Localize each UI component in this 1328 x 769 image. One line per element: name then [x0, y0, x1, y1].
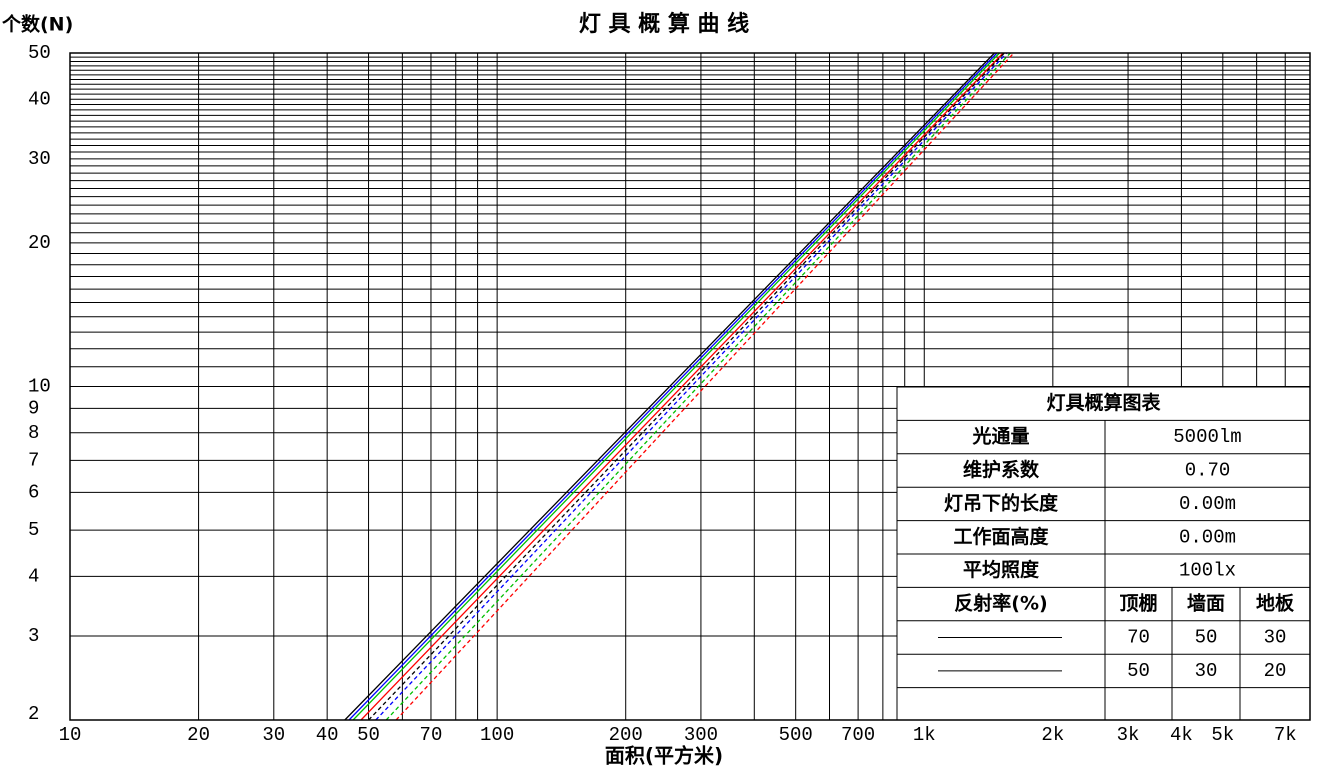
x-axis-label: 面积(平方米) [605, 744, 723, 768]
y-axis-label: 个数(N) [1, 13, 73, 36]
x-tick-label: 40 [316, 724, 339, 746]
x-tick-label: 20 [187, 724, 210, 746]
x-tick-label: 50 [357, 724, 380, 746]
table-value: 5000lm [1173, 426, 1241, 448]
table-label: 维护系数 [963, 458, 1040, 481]
table-label: 灯吊下的长度 [944, 491, 1059, 514]
table-value: 50 [1127, 660, 1150, 682]
table-value: 30 [1195, 660, 1218, 682]
series-line [385, 52, 1011, 721]
table-label: 工作面高度 [953, 525, 1049, 548]
table-label: 光通量 [971, 425, 1029, 448]
x-tick-label: 5k [1211, 724, 1234, 746]
x-tick-label: 10 [59, 724, 82, 746]
table-value: 20 [1264, 660, 1287, 682]
x-tick-label: 300 [684, 724, 718, 746]
series-line [395, 52, 1015, 721]
series-line [352, 52, 1000, 721]
y-tick-label: 4 [28, 565, 39, 587]
x-tick-label: 2k [1041, 724, 1064, 746]
x-tick-label: 200 [609, 724, 643, 746]
table-value: 70 [1127, 627, 1150, 649]
x-tick-label: 30 [262, 724, 285, 746]
y-tick-label: 7 [28, 449, 39, 471]
table-value: 50 [1195, 627, 1218, 649]
y-tick-label: 30 [28, 148, 51, 170]
y-tick-label: 8 [28, 422, 39, 444]
x-tick-label: 700 [841, 724, 875, 746]
y-tick-label: 40 [28, 88, 51, 110]
table-label: 反射率(%) [954, 592, 1047, 615]
plot-frame [69, 52, 1311, 721]
x-tick-label: 3k [1117, 724, 1140, 746]
table-value: 0.00m [1179, 526, 1236, 548]
x-tick-label: 1k [913, 724, 936, 746]
y-tick-label: 10 [28, 376, 51, 398]
chart-title: 灯 具 概 算 曲 线 [579, 11, 749, 37]
table-title: 灯具概算图表 [1046, 391, 1161, 414]
x-tick-label: 500 [779, 724, 813, 746]
series-line [375, 52, 1008, 721]
table-value: 0.70 [1185, 460, 1231, 482]
series-line [360, 52, 1004, 721]
table-value: 0.00m [1179, 493, 1236, 515]
y-tick-label: 6 [28, 481, 39, 503]
table-header: 顶棚 [1119, 592, 1157, 615]
table-label: 平均照度 [963, 558, 1040, 581]
table-header: 地板 [1256, 592, 1295, 615]
y-tick-label: 20 [28, 232, 51, 254]
y-tick-label: 3 [28, 625, 39, 647]
y-tick-label: 9 [28, 397, 39, 419]
y-tick-label: 5 [28, 519, 39, 541]
x-tick-label: 70 [420, 724, 443, 746]
x-tick-label: 4k [1170, 724, 1193, 746]
y-tick-label: 50 [28, 42, 51, 64]
table-header: 墙面 [1187, 592, 1225, 615]
series-line [348, 52, 998, 721]
y-tick-label: 2 [28, 703, 39, 725]
table-value: 30 [1264, 627, 1287, 649]
x-tick-label: 7k [1274, 724, 1297, 746]
table-value: 100lx [1179, 560, 1236, 582]
series-line [344, 52, 995, 721]
x-tick-label: 100 [480, 724, 514, 746]
